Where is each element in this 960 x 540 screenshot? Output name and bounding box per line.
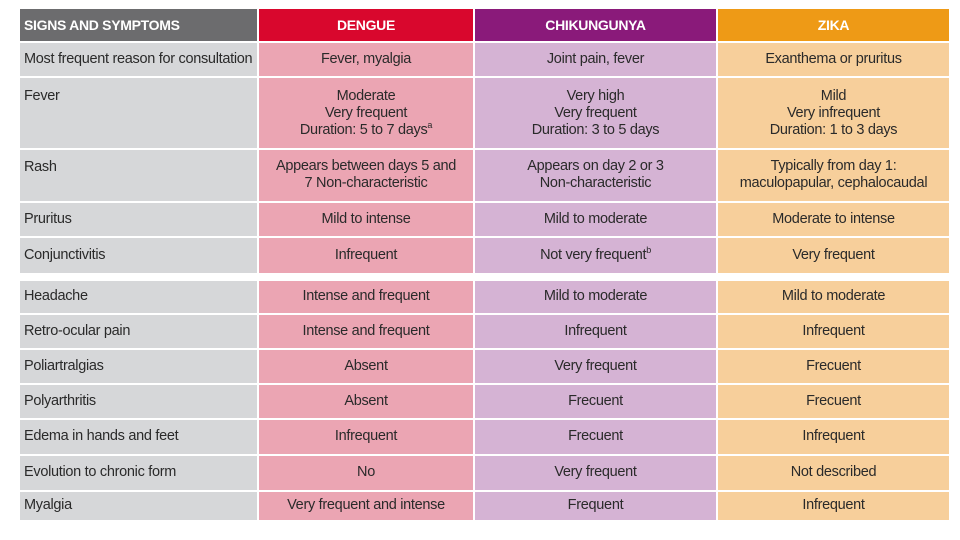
label-edema: Edema in hands and feet bbox=[18, 418, 259, 456]
cell-conjunctivitis-dengue: Infrequent bbox=[257, 236, 475, 275]
label-conjunctivitis: Conjunctivitis bbox=[18, 236, 259, 275]
cell-pruritus-chikungunya: Mild to moderate bbox=[473, 201, 718, 239]
fever-dengue-line2: Very frequent bbox=[324, 104, 408, 121]
cell-polyarthralgias-dengue: Absent bbox=[257, 347, 475, 386]
fever-zika-line1: Mild bbox=[820, 87, 847, 104]
cell-fever-zika: Mild Very infrequent Duration: 1 to 3 da… bbox=[716, 76, 951, 150]
cell-conjunctivitis-chikungunya: Not very frequentb bbox=[473, 236, 718, 275]
row-consultation: Most frequent reason for consultation Fe… bbox=[18, 41, 951, 79]
rash-dengue-line1: Appears between days 5 and bbox=[275, 158, 457, 175]
row-myalgia: Myalgia Very frequent and intense Freque… bbox=[18, 489, 951, 523]
row-headache: Headache Intense and frequent Mild to mo… bbox=[18, 278, 951, 315]
fever-dengue-line3: Duration: 5 to 7 daysa bbox=[263, 119, 469, 139]
cell-edema-chikungunya: Frecuent bbox=[473, 418, 718, 456]
row-retro-ocular: Retro-ocular pain Intense and frequent I… bbox=[18, 312, 951, 350]
label-polyarthritis: Polyarthritis bbox=[18, 383, 259, 421]
header-dengue: DENGUE bbox=[257, 6, 475, 44]
cell-rash-chikungunya: Appears on day 2 or 3 Non-characteristic bbox=[473, 147, 718, 204]
label-retro-ocular: Retro-ocular pain bbox=[18, 312, 259, 350]
fever-zika-line2: Very infrequent bbox=[786, 104, 881, 121]
label-rash: Rash bbox=[18, 147, 259, 204]
cell-chronic-zika: Not described bbox=[716, 453, 951, 492]
label-chronic: Evolution to chronic form bbox=[18, 453, 259, 492]
label-myalgia: Myalgia bbox=[18, 489, 259, 523]
cell-myalgia-chikungunya: Frequent bbox=[473, 489, 718, 523]
row-edema: Edema in hands and feet Infrequent Frecu… bbox=[18, 418, 951, 456]
fever-chikungunya-line2: Very frequent bbox=[554, 104, 637, 121]
footnote-a: a bbox=[427, 119, 433, 130]
header-signs-and-symptoms: SIGNS AND SYMPTOMS bbox=[18, 6, 259, 44]
cell-retro-ocular-dengue: Intense and frequent bbox=[257, 312, 475, 350]
row-fever: Fever Moderate Very frequent Duration: 5… bbox=[18, 76, 951, 150]
rash-zika-line2: maculopapular, cephalocaudal bbox=[739, 175, 928, 192]
cell-myalgia-dengue: Very frequent and intense bbox=[257, 489, 475, 523]
header-row: SIGNS AND SYMPTOMS DENGUE CHIKUNGUNYA ZI… bbox=[18, 6, 951, 44]
cell-polyarthritis-chikungunya: Frecuent bbox=[473, 383, 718, 421]
cell-edema-zika: Infrequent bbox=[716, 418, 951, 456]
cell-consultation-chikungunya: Joint pain, fever bbox=[473, 41, 718, 79]
label-headache: Headache bbox=[18, 278, 259, 315]
label-polyarthralgias: Poliartralgias bbox=[18, 347, 259, 386]
rash-dengue-line2: 7 Non-characteristic bbox=[304, 175, 428, 192]
cell-polyarthralgias-zika: Frecuent bbox=[716, 347, 951, 386]
label-pruritus: Pruritus bbox=[18, 201, 259, 239]
section-divider bbox=[18, 272, 951, 281]
cell-pruritus-zika: Moderate to intense bbox=[716, 201, 951, 239]
label-fever: Fever bbox=[18, 76, 259, 150]
conjunctivitis-chikungunya-text: Not very frequent bbox=[540, 246, 647, 263]
footnote-b: b bbox=[646, 245, 651, 256]
row-conjunctivitis: Conjunctivitis Infrequent Not very frequ… bbox=[18, 236, 951, 275]
fever-chikungunya-line1: Very high bbox=[566, 87, 625, 104]
row-polyarthritis: Polyarthritis Absent Frecuent Frecuent bbox=[18, 383, 951, 421]
cell-rash-zika: Typically from day 1: maculopapular, cep… bbox=[716, 147, 951, 204]
cell-consultation-zika: Exanthema or pruritus bbox=[716, 41, 951, 79]
cell-edema-dengue: Infrequent bbox=[257, 418, 475, 456]
cell-consultation-dengue: Fever, myalgia bbox=[257, 41, 475, 79]
cell-rash-dengue: Appears between days 5 and 7 Non-charact… bbox=[257, 147, 475, 204]
cell-polyarthralgias-chikungunya: Very frequent bbox=[473, 347, 718, 386]
row-pruritus: Pruritus Mild to intense Mild to moderat… bbox=[18, 201, 951, 239]
cell-chronic-chikungunya: Very frequent bbox=[473, 453, 718, 492]
label-consultation: Most frequent reason for consultation bbox=[18, 41, 259, 79]
cell-chronic-dengue: No bbox=[257, 453, 475, 492]
symptoms-comparison-table: SIGNS AND SYMPTOMS DENGUE CHIKUNGUNYA ZI… bbox=[18, 6, 951, 523]
cell-pruritus-dengue: Mild to intense bbox=[257, 201, 475, 239]
cell-headache-chikungunya: Mild to moderate bbox=[473, 278, 718, 315]
fever-chikungunya-line3: Duration: 3 to 5 days bbox=[531, 121, 660, 138]
row-chronic: Evolution to chronic form No Very freque… bbox=[18, 453, 951, 492]
cell-headache-zika: Mild to moderate bbox=[716, 278, 951, 315]
divider-line bbox=[18, 272, 951, 281]
row-rash: Rash Appears between days 5 and 7 Non-ch… bbox=[18, 147, 951, 204]
cell-myalgia-zika: Infrequent bbox=[716, 489, 951, 523]
rash-chikungunya-line2: Non-characteristic bbox=[539, 175, 652, 192]
rash-chikungunya-line1: Appears on day 2 or 3 bbox=[527, 158, 664, 175]
header-zika: ZIKA bbox=[716, 6, 951, 44]
cell-headache-dengue: Intense and frequent bbox=[257, 278, 475, 315]
cell-retro-ocular-zika: Infrequent bbox=[716, 312, 951, 350]
cell-retro-ocular-chikungunya: Infrequent bbox=[473, 312, 718, 350]
fever-zika-line3: Duration: 1 to 3 days bbox=[769, 121, 898, 138]
fever-dengue-line1: Moderate bbox=[336, 87, 396, 104]
cell-polyarthritis-dengue: Absent bbox=[257, 383, 475, 421]
cell-conjunctivitis-zika: Very frequent bbox=[716, 236, 951, 275]
fever-dengue-duration: Duration: 5 to 7 days bbox=[299, 121, 428, 138]
rash-zika-line1: Typically from day 1: bbox=[770, 158, 897, 175]
cell-fever-chikungunya: Very high Very frequent Duration: 3 to 5… bbox=[473, 76, 718, 150]
header-chikungunya: CHIKUNGUNYA bbox=[473, 6, 718, 44]
cell-polyarthritis-zika: Frecuent bbox=[716, 383, 951, 421]
row-polyarthralgias: Poliartralgias Absent Very frequent Frec… bbox=[18, 347, 951, 386]
cell-fever-dengue: Moderate Very frequent Duration: 5 to 7 … bbox=[257, 76, 475, 150]
